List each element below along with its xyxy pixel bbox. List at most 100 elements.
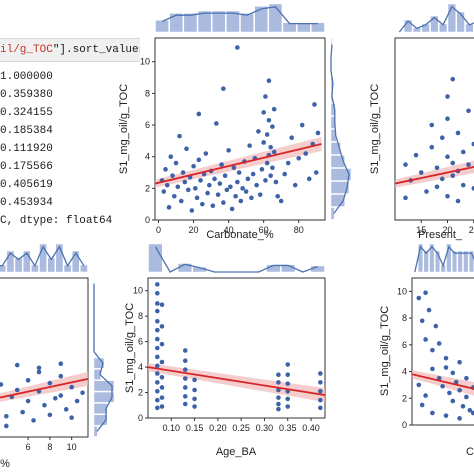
scatter-point [285, 381, 291, 386]
scatter-point [222, 173, 228, 178]
code-value-line: 0.175566 [0, 161, 53, 173]
marginal-bar [296, 22, 311, 33]
scatter-point [231, 165, 237, 171]
scatter-point [182, 394, 188, 399]
code-value-line: 0.111920 [0, 143, 53, 155]
marginal-bar [6, 250, 15, 273]
scatter-point [464, 394, 469, 400]
scatter-point [182, 367, 188, 372]
scatter-point [285, 396, 291, 402]
marginal-right [93, 283, 115, 437]
code-input-line: il/g_TOC"].sort_values [0, 38, 140, 62]
code-value-line: 0.405619 [0, 179, 53, 191]
x-tick-label: 20 [442, 225, 452, 235]
scatter-point [58, 393, 64, 398]
scatter-point [434, 184, 440, 190]
scatter-point [318, 371, 323, 376]
marginal-bar [311, 22, 325, 33]
scatter-point [192, 387, 197, 393]
scatter-point [42, 402, 47, 408]
scatter-point [418, 170, 424, 175]
regression-line [395, 166, 474, 185]
scatter-point [430, 410, 435, 416]
scatter-point [236, 170, 242, 175]
scatter-point [155, 290, 160, 296]
scatter-point [270, 165, 275, 171]
marginal-bar [93, 380, 115, 392]
scatter-point [159, 324, 165, 329]
scatter-point [285, 362, 291, 367]
x-tick-label: 40 [224, 225, 234, 235]
scatter-point [4, 423, 9, 429]
marginal-bar [148, 243, 163, 273]
scatter-point [14, 387, 20, 393]
scatter-point [436, 375, 442, 381]
marginal-bar [457, 250, 463, 273]
scatter-point [312, 102, 317, 107]
scatter-point [276, 406, 281, 412]
scatter-point [296, 155, 302, 161]
marginal-bar [155, 20, 169, 33]
scatter-point [36, 369, 42, 375]
marginal-bar [330, 142, 341, 155]
y-tick-label: 2 [402, 393, 407, 403]
x-tick-label: 0.15 [186, 423, 204, 433]
scatter-point [318, 405, 323, 411]
x-tick-label: 0.35 [279, 423, 297, 433]
confidence-band [155, 137, 322, 188]
scatter-point [36, 365, 42, 371]
scatter-point [434, 165, 440, 171]
scatter-point [53, 395, 58, 401]
y-tick-label: 6 [145, 120, 150, 130]
scatter-point [261, 140, 266, 145]
scatter-point [215, 192, 221, 197]
y-tick-label: 8 [145, 88, 150, 98]
scatter-point [58, 361, 64, 367]
scatter-point [460, 403, 466, 409]
marginal-bar [429, 243, 435, 273]
scatter-point [155, 301, 160, 306]
scatter-point [193, 186, 198, 191]
scatter-point [229, 206, 235, 212]
scatter-point [47, 412, 53, 418]
marginal-top [155, 3, 325, 33]
scatter-point [243, 189, 249, 194]
scatter-point [189, 208, 195, 213]
scatter-point [443, 365, 449, 370]
y-tick-label: 8 [402, 313, 407, 323]
scatter-point [184, 146, 189, 152]
scatter-point [299, 122, 305, 128]
scatter-point [47, 380, 53, 386]
scatter-point [166, 205, 172, 210]
code-dtype-line: C, dtype: float64 [0, 215, 113, 227]
scatter-point [180, 170, 186, 175]
marginal-bar [22, 250, 31, 273]
scatter-point [445, 154, 450, 159]
scatter-point [426, 307, 432, 313]
x-tick-label: 15 [416, 225, 426, 235]
scatter-point [276, 380, 281, 385]
y-tick-label: 0 [138, 413, 143, 423]
scatter-point [436, 341, 442, 346]
scatter-point [457, 359, 462, 365]
scatter-point [403, 162, 408, 167]
scatter-point [245, 176, 251, 182]
scatter-point [419, 318, 425, 324]
chart-panel-carbonate: 0 20 40 60 80 0 2 4 6 8 10 Carbonate_% S1_mg_oil/g_T… [118, 3, 352, 241]
scatter-point [182, 385, 188, 390]
scatter-point [159, 302, 165, 308]
code-value-line: 1.000000 [0, 71, 53, 83]
scatter-point [450, 370, 456, 376]
regression-line [148, 366, 325, 396]
y-tick-label: 10 [133, 286, 143, 296]
scatter-point [263, 178, 268, 183]
x-tick-label: 6 [26, 442, 31, 452]
scatter-point [196, 111, 202, 117]
marginal-bar [430, 15, 439, 33]
scatter-point [4, 413, 9, 419]
scatter-point [450, 398, 456, 404]
scatter-point [266, 117, 272, 123]
scatter-point [424, 189, 429, 194]
scatter-point [0, 382, 4, 387]
scatter-point [440, 383, 445, 389]
